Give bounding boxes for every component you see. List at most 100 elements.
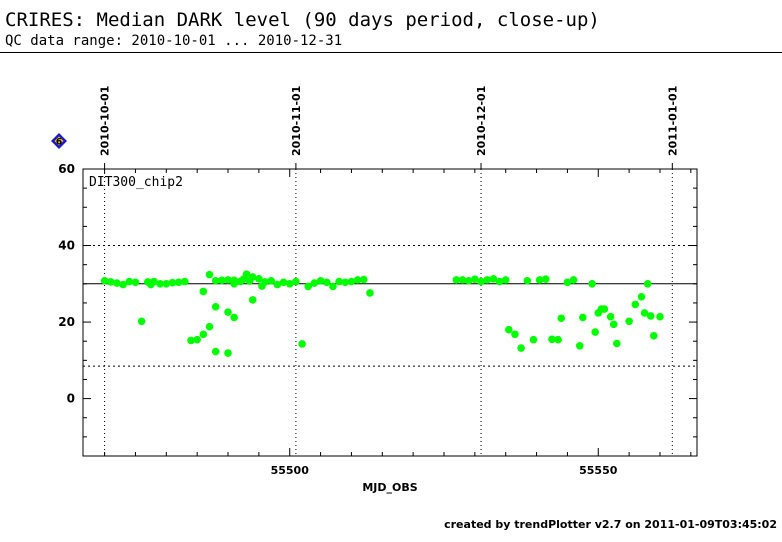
- data-points: [100, 270, 664, 357]
- data-point: [285, 280, 294, 288]
- y-tick-label: 0: [67, 392, 75, 406]
- data-point: [606, 312, 615, 321]
- data-point: [542, 275, 550, 284]
- chart-subtitle: QC data range: 2010-10-01 ... 2010-12-31: [5, 33, 343, 49]
- data-point: [162, 280, 171, 288]
- data-point: [452, 276, 461, 284]
- data-point: [279, 278, 288, 287]
- data-point: [273, 280, 282, 289]
- data-point: [458, 276, 467, 284]
- data-point: [609, 320, 618, 329]
- data-point: [554, 335, 562, 344]
- data-point: [255, 275, 263, 283]
- panel-label: DIT300_chip2: [89, 175, 183, 190]
- data-point: [504, 325, 513, 334]
- data-point: [517, 344, 525, 352]
- data-point: [600, 305, 609, 313]
- data-point: [523, 276, 532, 285]
- data-point: [646, 312, 655, 320]
- data-point: [579, 313, 587, 322]
- data-point: [199, 287, 208, 296]
- date-marker-label: 2010-12-01: [475, 86, 488, 156]
- date-marker-label: 2010-11-01: [290, 86, 303, 156]
- x-axis-label: MJD_OBS: [362, 481, 417, 494]
- data-point: [150, 277, 158, 286]
- data-point: [625, 317, 633, 326]
- data-point: [637, 293, 646, 301]
- data-point: [181, 277, 189, 286]
- data-point: [511, 330, 519, 339]
- data-point: [131, 278, 140, 287]
- data-point: [347, 277, 356, 286]
- data-point: [242, 270, 251, 279]
- data-point: [471, 275, 479, 284]
- date-marker-label: 2011-01-01: [666, 86, 679, 156]
- data-point: [137, 317, 146, 326]
- axes: [82, 168, 698, 457]
- data-point: [100, 276, 109, 285]
- data-point: [205, 270, 214, 279]
- data-point: [353, 276, 362, 284]
- badge-label: 6: [56, 138, 62, 148]
- data-point: [205, 322, 214, 331]
- data-point: [464, 276, 473, 285]
- data-point: [119, 280, 127, 289]
- data-point: [292, 277, 300, 286]
- y-tick-label: 20: [58, 315, 75, 329]
- badge-diamond-icon: 6: [51, 133, 67, 149]
- data-point: [329, 282, 337, 291]
- data-point: [650, 332, 658, 340]
- x-tick-label: 55550: [579, 464, 618, 477]
- data-point: [199, 330, 208, 339]
- data-point: [335, 277, 343, 286]
- plot-frame: [82, 168, 698, 457]
- data-point: [106, 278, 115, 286]
- date-markers: 2010-10-01 2010-11-01 2010-12-01 2011-01-01: [99, 86, 679, 456]
- data-point: [224, 276, 232, 284]
- data-point: [261, 278, 269, 286]
- data-point: [224, 349, 232, 357]
- data-point: [230, 280, 238, 288]
- y-tick-label: 60: [58, 162, 75, 176]
- data-point: [643, 280, 652, 288]
- data-point: [640, 309, 649, 317]
- data-point: [591, 328, 599, 336]
- data-point: [575, 341, 584, 350]
- date-marker-label: 2010-10-01: [99, 86, 112, 156]
- data-point: [224, 308, 232, 316]
- data-point: [248, 273, 257, 281]
- data-point: [187, 336, 195, 345]
- axis-ticks: 0 20 40 60 55500 55550: [58, 162, 697, 477]
- data-point: [557, 314, 566, 323]
- data-point: [569, 276, 578, 284]
- data-point: [267, 276, 276, 285]
- data-point: [477, 277, 485, 286]
- data-point: [612, 339, 621, 348]
- data-point: [211, 302, 220, 311]
- x-tick-label: 55500: [271, 464, 310, 477]
- data-point: [529, 335, 538, 344]
- footer-credit: created by trendPlotter v2.7 on 2011-01-…: [444, 518, 777, 531]
- data-point: [125, 277, 134, 286]
- data-point: [322, 278, 331, 287]
- data-point: [495, 277, 504, 286]
- data-point: [156, 280, 164, 288]
- data-point: [211, 276, 220, 285]
- data-point: [359, 275, 368, 284]
- chart-title: CRIRES: Median DARK level (90 days perio…: [5, 9, 600, 31]
- data-point: [563, 278, 572, 287]
- header-rule: [0, 52, 782, 53]
- data-point: [193, 335, 201, 344]
- data-point: [548, 335, 556, 344]
- data-point: [230, 313, 238, 322]
- data-point: [316, 276, 325, 285]
- data-point: [366, 289, 374, 297]
- data-point: [588, 280, 596, 288]
- data-point: [174, 278, 183, 287]
- data-point: [168, 278, 177, 287]
- data-point: [341, 278, 350, 287]
- y-tick-label: 40: [58, 239, 75, 253]
- data-point: [631, 300, 640, 309]
- data-point: [298, 340, 306, 348]
